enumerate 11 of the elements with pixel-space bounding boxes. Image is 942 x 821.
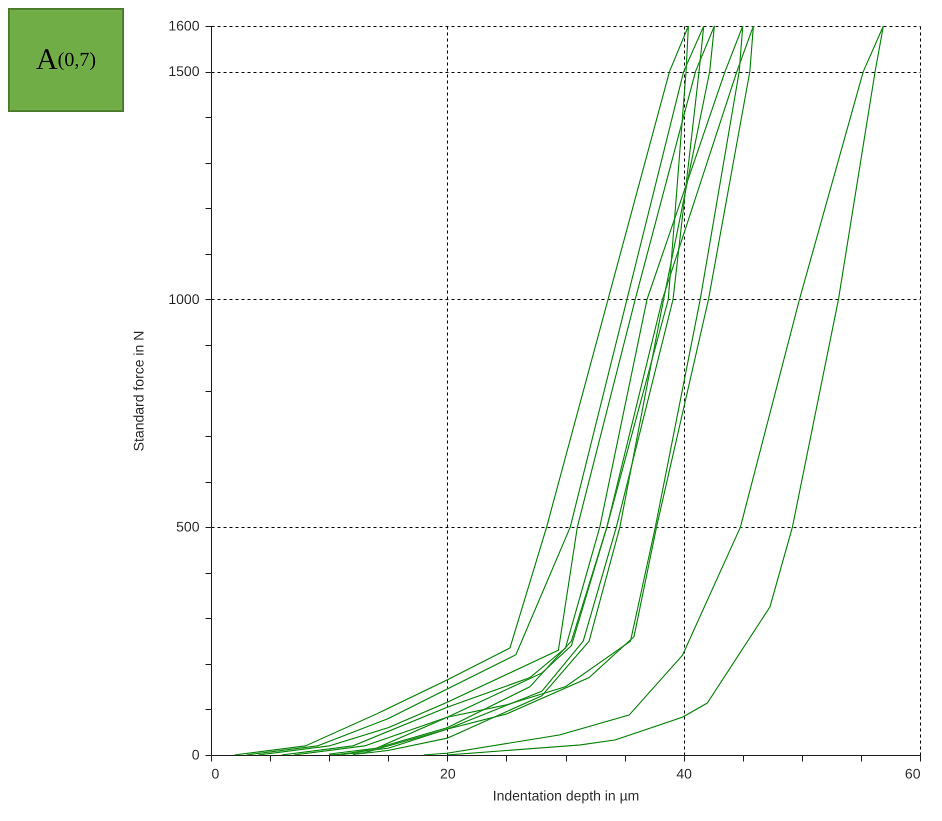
y-tick-label: 1600 xyxy=(168,18,200,34)
y-tick-label: 500 xyxy=(176,518,200,535)
x-tick-label: 20 xyxy=(440,766,456,782)
y-tick-label: 0 xyxy=(192,746,200,762)
x-tick-label: 60 xyxy=(904,766,921,782)
x-tick-label: 40 xyxy=(676,766,692,782)
y-tick-label: 1500 xyxy=(168,63,200,80)
x-tick-label: 0 xyxy=(212,766,220,782)
y-tick-label: 1000 xyxy=(168,290,200,307)
y-axis-title: Standard force in N xyxy=(130,330,146,452)
x-axis-title: Indentation depth in µm xyxy=(492,788,640,804)
